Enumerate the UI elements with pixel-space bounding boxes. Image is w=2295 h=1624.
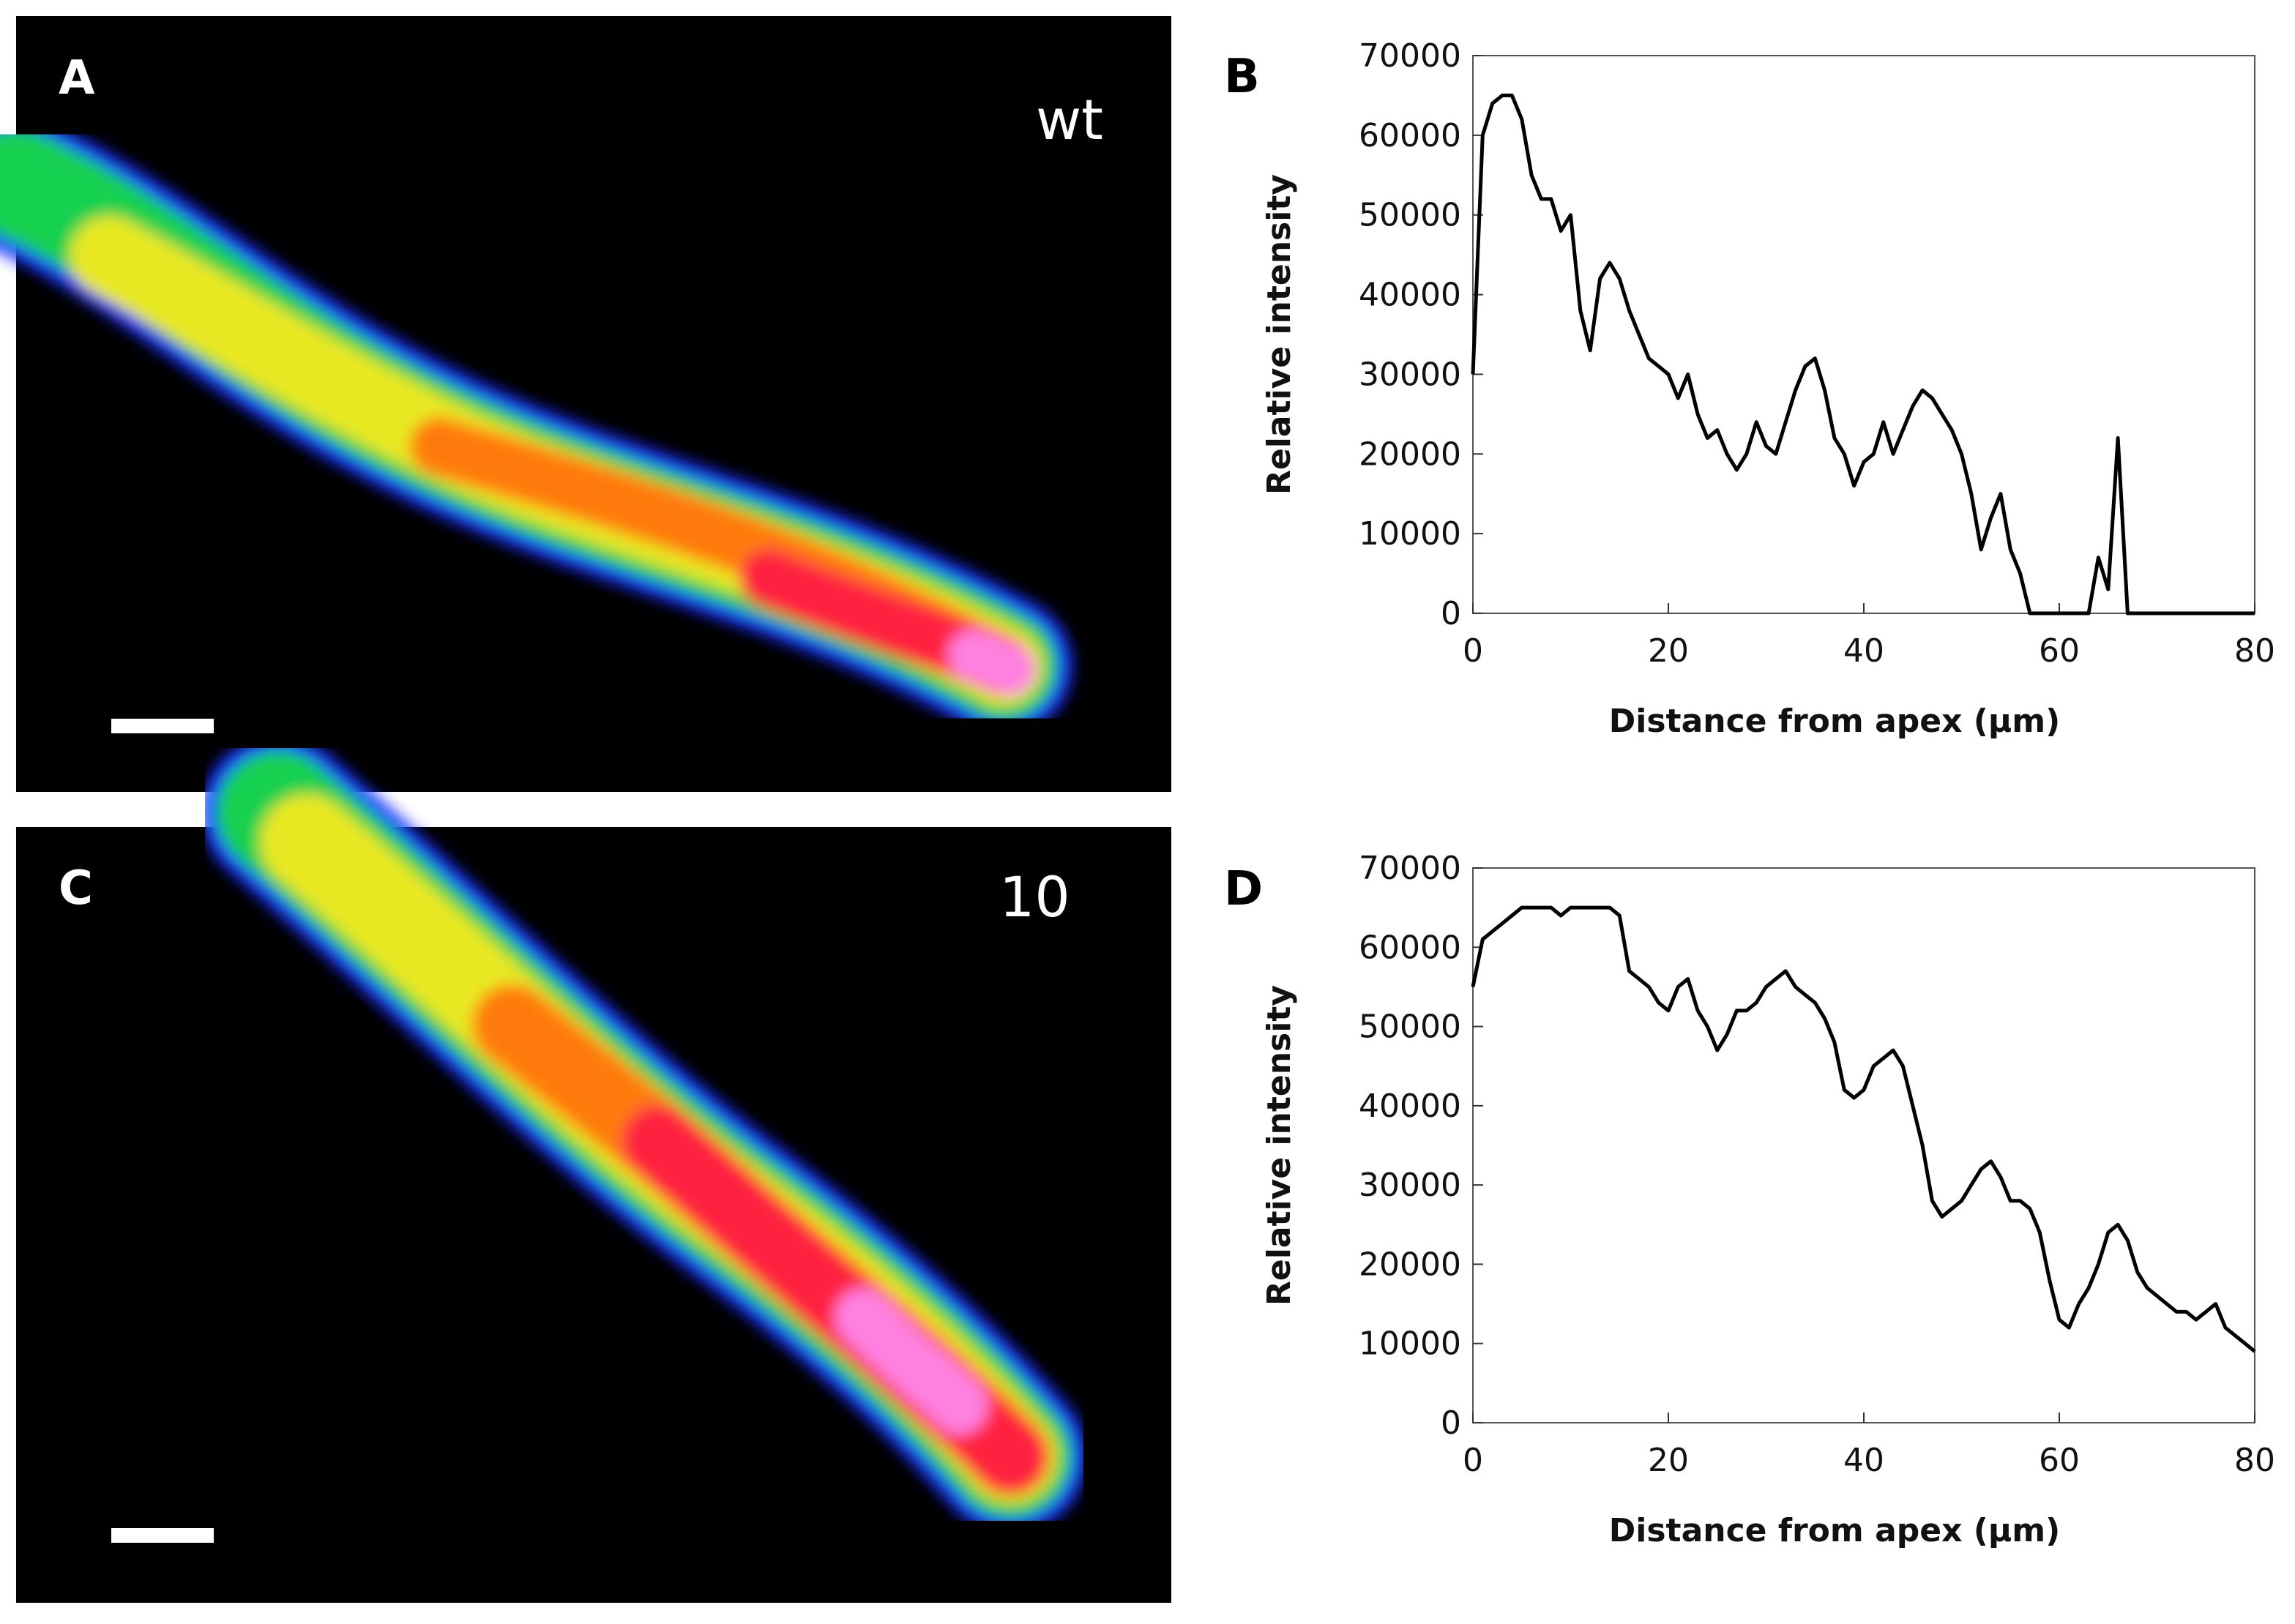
y-tick-label: 60000: [1359, 117, 1461, 154]
x-tick-label: 0: [1463, 632, 1483, 670]
data-line: [1471, 905, 2256, 1353]
y-tick-label: 0: [1441, 595, 1461, 632]
line-chart: 0 10000 20000 30000 40000 50000 60000 70000 0 20 4…: [1224, 37, 2275, 740]
plot-frame: [1472, 867, 2255, 1423]
y-tick-label: 50000: [1359, 1009, 1461, 1046]
x-tick-label: 80: [2234, 632, 2275, 670]
x-tick-label: 80: [2234, 1442, 2275, 1479]
y-axis-label: Relative intensity: [1261, 174, 1298, 495]
y-tick-label: 40000: [1359, 277, 1461, 314]
image-label: wt: [1036, 87, 1103, 152]
x-tick-label: 40: [1843, 632, 1884, 670]
y-axis-label: Relative intensity: [1261, 985, 1298, 1306]
y-tick-label: 10000: [1359, 515, 1461, 553]
x-tick-label: 20: [1648, 632, 1689, 670]
panel-label: D: [1224, 862, 1263, 916]
panel-label: B: [1224, 50, 1260, 104]
micrograph-c: C 10: [16, 736, 1171, 1603]
y-tick-label: 70000: [1359, 850, 1461, 887]
panel-label: C: [59, 861, 93, 916]
x-tick-label: 60: [2039, 1442, 2080, 1479]
x-axis-label: Distance from apex (µm): [1609, 1512, 2061, 1549]
plot-frame: [1472, 55, 2255, 614]
y-tick-label: 40000: [1359, 1088, 1461, 1125]
y-tick-label: 0: [1441, 1404, 1461, 1442]
y-tick-label: 60000: [1359, 929, 1461, 966]
x-tick-label: 40: [1843, 1442, 1884, 1479]
y-tick-label: 70000: [1359, 37, 1461, 75]
line-chart: 0 10000 20000 30000 40000 50000 60000 70000 0 20 4…: [1224, 850, 2275, 1549]
y-tick-label: 30000: [1359, 1167, 1461, 1204]
x-axis-label: Distance from apex (µm): [1609, 703, 2061, 740]
y-tick-label: 20000: [1359, 1246, 1461, 1283]
x-tick-label: 20: [1648, 1442, 1689, 1479]
y-tick-label: 20000: [1359, 435, 1461, 473]
data-line: [1471, 93, 2255, 615]
y-tick-label: 50000: [1359, 197, 1461, 234]
image-label: 10: [999, 864, 1070, 929]
x-tick-label: 60: [2039, 632, 2080, 670]
micrograph-a: A wt: [0, 16, 1171, 792]
y-tick-label: 10000: [1359, 1325, 1461, 1363]
panel-label: A: [59, 51, 95, 105]
y-tick-label: 30000: [1359, 356, 1461, 393]
x-tick-label: 0: [1463, 1442, 1483, 1479]
